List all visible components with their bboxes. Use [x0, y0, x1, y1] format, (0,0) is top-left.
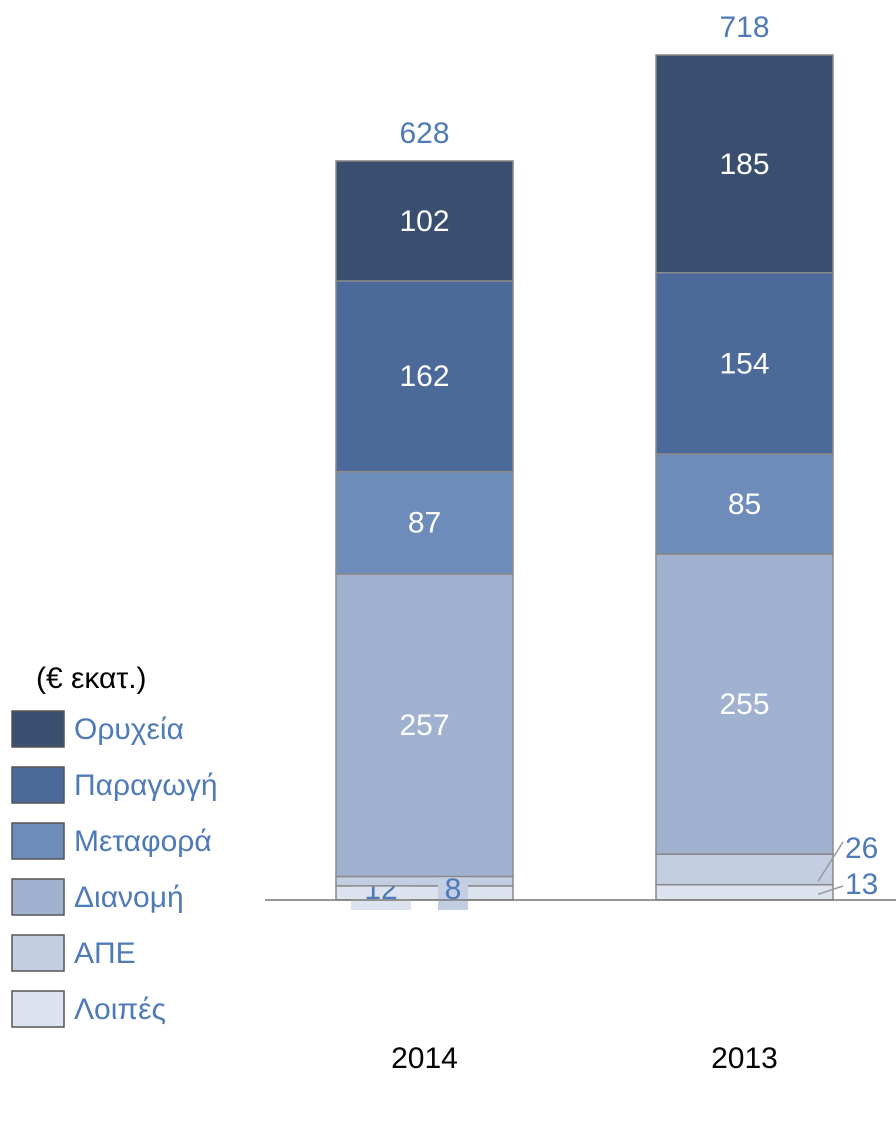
- total-label: 718: [719, 11, 769, 44]
- x-tick-label: 2013: [711, 1042, 778, 1075]
- value-label: 255: [719, 688, 769, 721]
- value-label: 162: [399, 360, 449, 393]
- bar-segment: [335, 875, 514, 887]
- legend-swatch: [11, 990, 65, 1028]
- bar-segment: [335, 470, 514, 575]
- bar-segment: [655, 453, 834, 555]
- value-label: 13: [845, 868, 878, 901]
- leader-line: [817, 885, 844, 896]
- value-label: 257: [399, 709, 449, 742]
- value-label: 26: [845, 832, 878, 865]
- value-label: 85: [728, 488, 761, 521]
- bar-segment: [655, 553, 834, 855]
- legend-label: Λοιπές: [74, 993, 166, 1026]
- legend-swatch: [11, 766, 65, 804]
- x-tick-label: 2014: [391, 1042, 458, 1075]
- value-label: 87: [408, 507, 441, 540]
- bar-segment: [655, 54, 834, 274]
- value-label: 8: [445, 873, 462, 906]
- legend-label: ΑΠΕ: [74, 937, 136, 970]
- bar-segment: [655, 271, 834, 455]
- bar-segment: [655, 883, 834, 901]
- legend-swatch: [11, 710, 65, 748]
- legend-label: Παραγωγή: [74, 769, 218, 802]
- value-label: 102: [399, 205, 449, 238]
- bar-segment: [335, 160, 514, 282]
- legend-label: Μεταφορά: [74, 825, 212, 858]
- legend-swatch: [11, 878, 65, 916]
- legend-label: Διανομή: [74, 881, 184, 914]
- legend-swatch: [11, 934, 65, 972]
- legend-label: Ορυχεία: [74, 713, 184, 746]
- bar-segment: [335, 573, 514, 878]
- legend-swatch: [11, 822, 65, 860]
- total-label: 628: [399, 117, 449, 150]
- leader-line: [817, 841, 844, 882]
- value-label: 154: [719, 347, 769, 380]
- bar-segment: [655, 853, 834, 886]
- unit-label: (€ εκατ.): [36, 662, 147, 695]
- value-label: 185: [719, 148, 769, 181]
